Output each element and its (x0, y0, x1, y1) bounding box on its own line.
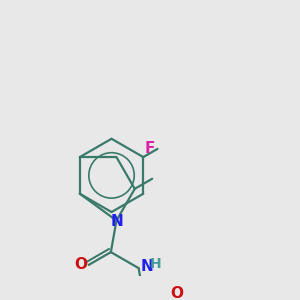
Text: O: O (170, 286, 183, 300)
Text: O: O (74, 257, 87, 272)
Text: N: N (111, 214, 124, 229)
Text: N: N (140, 259, 153, 274)
Text: F: F (144, 141, 155, 156)
Text: H: H (150, 256, 161, 271)
